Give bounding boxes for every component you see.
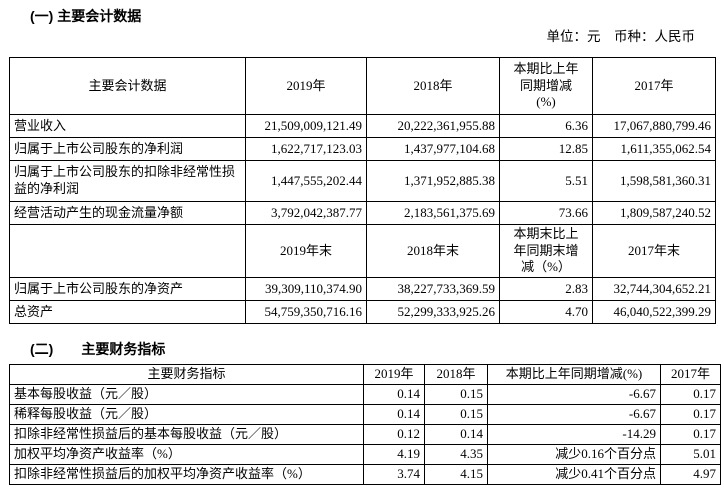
- value-cell: 0.15: [424, 404, 488, 425]
- value-cell: 4.70: [499, 300, 593, 324]
- section2-title: (二) 主要财务指标: [30, 341, 166, 357]
- value-cell: 0.17: [660, 404, 721, 425]
- value-cell: 46,040,522,399.29: [592, 300, 716, 324]
- value-cell: 1,598,581,360.31: [592, 160, 716, 202]
- value-cell: 52,299,333,925.26: [366, 300, 500, 324]
- value-cell: 5.01: [660, 444, 721, 465]
- row-total-assets: 总资产 54,759,350,716.16 52,299,333,925.26 …: [9, 300, 716, 324]
- value-cell: 5.51: [499, 160, 593, 202]
- header-cell-period-end-change: 本期末比上 年同期末增 减（%）: [499, 224, 593, 278]
- value-cell: 6.36: [499, 114, 593, 138]
- label-cell: 稀释每股收益（元／股）: [9, 404, 364, 425]
- value-cell: 0.14: [363, 404, 425, 425]
- row-net-profit-attributable: 归属于上市公司股东的净利润 1,622,717,123.03 1,437,977…: [9, 137, 716, 161]
- value-cell: 4.19: [363, 444, 425, 465]
- header-cell-2019: 2019年: [245, 57, 367, 115]
- value-cell: 1,611,355,062.54: [592, 137, 716, 161]
- header-cell-blank: [9, 224, 246, 278]
- accounting-data-table: 主要会计数据 2019年 2018年 本期比上年 同期增减 (%) 2017年 …: [9, 57, 716, 324]
- label-cell: 归属于上市公司股东的净资产: [9, 277, 246, 301]
- header-cell-2019: 2019年: [363, 364, 425, 385]
- header-cell-2018: 2018年: [366, 57, 500, 115]
- header-cell-indicator: 主要财务指标: [9, 364, 364, 385]
- financial-indicators-table: 主要财务指标 2019年 2018年 本期比上年同期增减(%) 2017年 基本…: [9, 364, 721, 485]
- row-deducted-basic-eps: 扣除非经常性损益后的基本每股收益（元／股） 0.12 0.14 -14.29 0…: [9, 424, 721, 445]
- value-cell: 2.83: [499, 277, 593, 301]
- value-cell: 1,437,977,104.68: [366, 137, 500, 161]
- value-cell: 38,227,733,369.59: [366, 277, 500, 301]
- value-cell: 减少0.16个百分点: [487, 444, 661, 465]
- label-cell: 扣除非经常性损益后的基本每股收益（元／股）: [9, 424, 364, 445]
- header-cell-2018-end: 2018年末: [366, 224, 500, 278]
- value-cell: 20,222,361,955.88: [366, 114, 500, 138]
- header-cell-2017: 2017年: [660, 364, 721, 385]
- value-cell: 73.66: [499, 201, 593, 225]
- value-cell: 1,447,555,202.44: [245, 160, 367, 202]
- row-net-assets-attributable: 归属于上市公司股东的净资产 39,309,110,374.90 38,227,7…: [9, 277, 716, 301]
- value-cell: 4.97: [660, 464, 721, 485]
- row-weighted-avg-roe: 加权平均净资产收益率（%） 4.19 4.35 减少0.16个百分点 5.01: [9, 444, 721, 465]
- header-cell-2018: 2018年: [424, 364, 488, 385]
- label-cell: 归属于上市公司股东的净利润: [9, 137, 246, 161]
- value-cell: 1,371,952,885.38: [366, 160, 500, 202]
- row-basic-eps: 基本每股收益（元／股） 0.14 0.15 -6.67 0.17: [9, 384, 721, 405]
- value-cell: 54,759,350,716.16: [245, 300, 367, 324]
- label-cell: 归属于上市公司股东的扣除非经常性损益的净利润: [9, 160, 246, 202]
- section1-title: (一) 主要会计数据: [30, 8, 142, 24]
- row-net-profit-deducted: 归属于上市公司股东的扣除非经常性损益的净利润 1,447,555,202.44 …: [9, 160, 716, 202]
- value-cell: 17,067,880,799.46: [592, 114, 716, 138]
- row-operating-cash-flow: 经营活动产生的现金流量净额 3,792,042,387.77 2,183,561…: [9, 201, 716, 225]
- value-cell: 1,809,587,240.52: [592, 201, 716, 225]
- value-cell: 0.14: [363, 384, 425, 405]
- row-deducted-weighted-avg-roe: 扣除非经常性损益后的加权平均净资产收益率（%） 3.74 4.15 减少0.41…: [9, 464, 721, 485]
- row-operating-revenue: 营业收入 21,509,009,121.49 20,222,361,955.88…: [9, 114, 716, 138]
- header-cell-2017-end: 2017年末: [592, 224, 716, 278]
- value-cell: 39,309,110,374.90: [245, 277, 367, 301]
- value-cell: 21,509,009,121.49: [245, 114, 367, 138]
- value-cell: -6.67: [487, 384, 661, 405]
- value-cell: -6.67: [487, 404, 661, 425]
- label-cell: 营业收入: [9, 114, 246, 138]
- table-header-row-period-end: 2019年末 2018年末 本期末比上 年同期末增 减（%） 2017年末: [9, 224, 716, 278]
- label-cell: 经营活动产生的现金流量净额: [9, 201, 246, 225]
- value-cell: 2,183,561,375.69: [366, 201, 500, 225]
- value-cell: 12.85: [499, 137, 593, 161]
- table-header-row: 主要会计数据 2019年 2018年 本期比上年 同期增减 (%) 2017年: [9, 57, 716, 115]
- label-cell: 总资产: [9, 300, 246, 324]
- table-header-row: 主要财务指标 2019年 2018年 本期比上年同期增减(%) 2017年: [9, 364, 721, 385]
- header-cell-yoy-change: 本期比上年同期增减(%): [487, 364, 661, 385]
- value-cell: 0.15: [424, 384, 488, 405]
- value-cell: 0.12: [363, 424, 425, 445]
- value-cell: 3,792,042,387.77: [245, 201, 367, 225]
- value-cell: -14.29: [487, 424, 661, 445]
- value-cell: 1,622,717,123.03: [245, 137, 367, 161]
- unit-note: 单位：元 币种：人民币: [546, 29, 696, 44]
- report-page: (一) 主要会计数据 单位：元 币种：人民币 主要会计数据 2019年 2018…: [0, 7, 724, 485]
- value-cell: 4.35: [424, 444, 488, 465]
- header-cell-indicator: 主要会计数据: [9, 57, 246, 115]
- row-diluted-eps: 稀释每股收益（元／股） 0.14 0.15 -6.67 0.17: [9, 404, 721, 425]
- value-cell: 0.17: [660, 424, 721, 445]
- header-cell-yoy-change: 本期比上年 同期增减 (%): [499, 57, 593, 115]
- label-cell: 基本每股收益（元／股）: [9, 384, 364, 405]
- header-cell-2017: 2017年: [592, 57, 716, 115]
- value-cell: 32,744,304,652.21: [592, 277, 716, 301]
- header-cell-2019-end: 2019年末: [245, 224, 367, 278]
- value-cell: 0.17: [660, 384, 721, 405]
- value-cell: 0.14: [424, 424, 488, 445]
- label-cell: 加权平均净资产收益率（%）: [9, 444, 364, 465]
